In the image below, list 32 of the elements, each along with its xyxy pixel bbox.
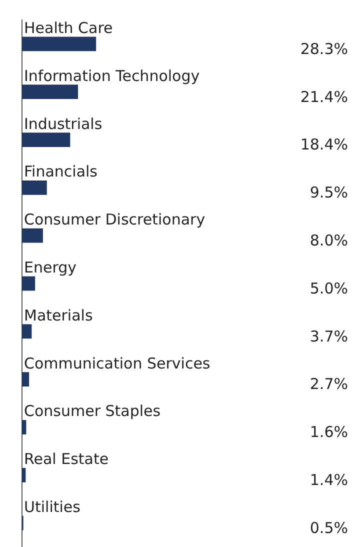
data-label: 1.4% xyxy=(310,471,348,490)
data-label: 2.7% xyxy=(310,375,348,394)
data-label: 28.3% xyxy=(300,40,348,58)
y-tick-label: Consumer Staples xyxy=(24,402,161,420)
y-tick-label: Financials xyxy=(24,162,98,181)
y-tick-label: Industrials xyxy=(24,114,102,133)
data-label: 9.5% xyxy=(310,184,348,202)
data-label: 0.5% xyxy=(310,518,348,537)
bar xyxy=(22,420,26,434)
bar xyxy=(22,276,36,291)
y-tick-label: Communication Services xyxy=(24,354,210,372)
y-tick-label: Health Care xyxy=(24,18,113,37)
bar xyxy=(22,372,30,387)
y-tick-label: Consumer Discretionary xyxy=(24,210,206,229)
bar xyxy=(22,180,47,195)
bar xyxy=(22,36,96,52)
data-label: 8.0% xyxy=(310,231,348,250)
y-tick-label: Energy xyxy=(24,258,77,276)
bar xyxy=(22,228,43,243)
y-tick-label: Materials xyxy=(24,306,93,324)
data-label: 21.4% xyxy=(300,88,348,106)
data-label: 5.0% xyxy=(310,279,348,298)
y-tick-label: Utilities xyxy=(24,498,81,516)
bar xyxy=(22,324,32,339)
data-label: 18.4% xyxy=(300,136,348,154)
data-label: 1.6% xyxy=(310,423,348,442)
bar xyxy=(22,84,78,100)
y-tick-label: Information Technology xyxy=(24,66,200,85)
bar xyxy=(22,132,70,147)
bar xyxy=(22,468,26,482)
data-label: 3.7% xyxy=(310,327,348,346)
y-tick-label: Real Estate xyxy=(24,450,109,468)
